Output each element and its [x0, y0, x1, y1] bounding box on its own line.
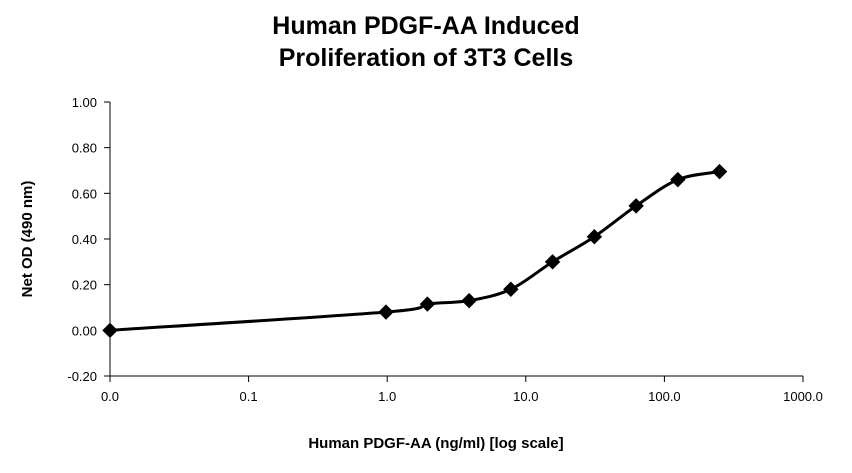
- y-axis-title: Net OD (490 nm): [19, 181, 36, 298]
- y-tick-label: 1.00: [72, 95, 97, 110]
- y-tick-label: -0.20: [67, 369, 97, 384]
- x-tick-label: 100.0: [648, 389, 681, 404]
- chart-title-line-1: Human PDGF-AA Induced: [272, 12, 580, 40]
- data-series: [102, 163, 728, 339]
- x-tick-label: 10.0: [513, 389, 538, 404]
- data-point-marker: [711, 163, 728, 180]
- x-tick-label: 0.1: [240, 389, 258, 404]
- series-line: [109, 170, 720, 332]
- data-point-marker: [503, 281, 519, 297]
- x-tick-label: 1000.0: [783, 389, 823, 404]
- data-point-marker: [461, 292, 477, 309]
- x-axis-title: Human PDGF-AA (ng/ml) [log scale]: [308, 435, 563, 452]
- data-point-marker: [378, 304, 394, 320]
- y-tick-label: 0.60: [72, 186, 97, 201]
- data-point-marker: [628, 198, 644, 214]
- chart-title: Human PDGF-AA Induced Proliferation of 3…: [0, 10, 852, 74]
- data-point-marker: [670, 171, 686, 188]
- x-tick-label: 1.0: [378, 389, 396, 404]
- data-point-marker: [419, 296, 436, 312]
- data-point-marker: [544, 254, 561, 270]
- y-tick-label: 0.00: [72, 323, 97, 338]
- data-point-marker: [586, 229, 603, 245]
- data-point-marker: [102, 322, 118, 339]
- tick-labels: -0.20 0.00 0.20 0.40 0.60 0.80 1.00 0.0 0.1 1.0 10…: [67, 95, 823, 404]
- y-tick-label: 0.20: [72, 278, 97, 293]
- tick-marks: [104, 101, 804, 382]
- x-tick-label: 0.0: [101, 389, 119, 404]
- y-tick-label: 0.80: [72, 141, 97, 156]
- y-tick-label: 0.40: [72, 232, 97, 247]
- chart-title-line-2: Proliferation of 3T3 Cells: [278, 44, 574, 72]
- axes: [109, 102, 803, 377]
